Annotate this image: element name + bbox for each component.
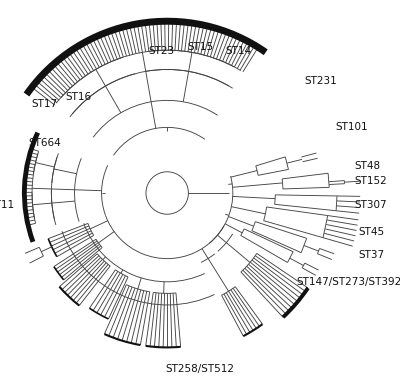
- Text: ST14: ST14: [226, 46, 252, 56]
- Text: ST17: ST17: [31, 99, 57, 109]
- Text: ST48: ST48: [354, 161, 380, 171]
- Text: ST101: ST101: [335, 122, 368, 132]
- Text: ST15: ST15: [187, 42, 213, 52]
- Text: ST231: ST231: [304, 76, 337, 86]
- Text: ST307: ST307: [354, 200, 387, 210]
- Text: ST664: ST664: [28, 138, 61, 148]
- Text: ST11: ST11: [0, 200, 15, 210]
- Text: ST16: ST16: [66, 91, 92, 102]
- Text: ST45: ST45: [358, 227, 384, 237]
- Text: ST37: ST37: [358, 250, 384, 260]
- Text: ST152: ST152: [354, 176, 387, 186]
- Text: ST258/ST512: ST258/ST512: [166, 364, 234, 374]
- Text: ST23: ST23: [148, 46, 174, 56]
- Text: ST147/ST273/ST392: ST147/ST273/ST392: [296, 277, 400, 287]
